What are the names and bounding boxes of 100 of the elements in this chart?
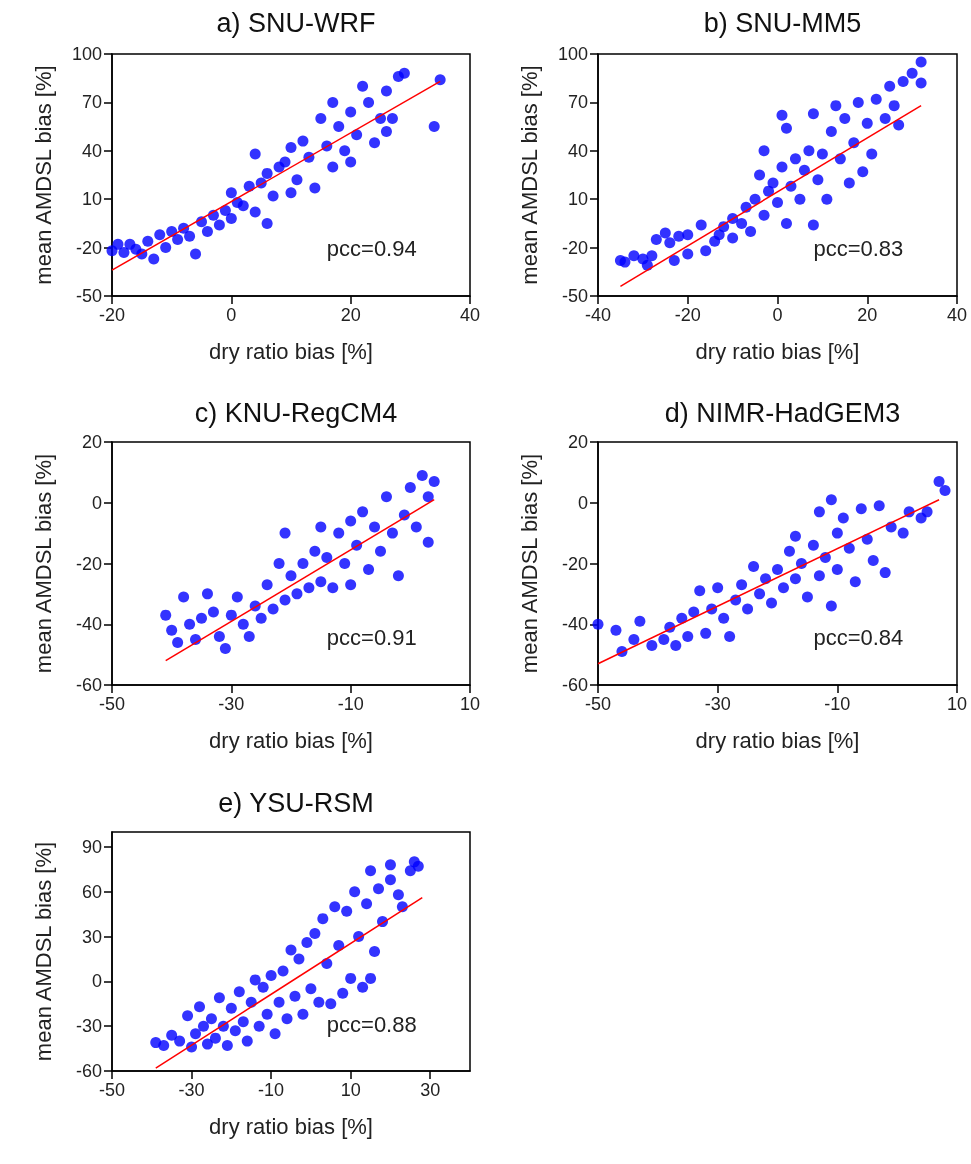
y-tick-label: 0 xyxy=(91,971,102,992)
point xyxy=(831,527,843,539)
y-tick-label: 100 xyxy=(71,44,102,64)
point xyxy=(207,606,219,618)
y-axis-title: mean AMDSL bias [%] xyxy=(30,841,56,1062)
point xyxy=(392,570,404,582)
x-tick-label: -10 xyxy=(337,694,364,714)
x-axis-title: dry ratio bias [%] xyxy=(695,727,860,753)
point xyxy=(422,491,434,503)
point xyxy=(321,551,333,563)
point xyxy=(658,633,670,645)
point xyxy=(801,591,813,603)
y-axis-title: mean AMDSL bias [%] xyxy=(516,65,542,285)
point xyxy=(225,213,237,225)
point xyxy=(861,533,873,545)
point xyxy=(676,612,688,624)
point xyxy=(670,640,682,652)
point xyxy=(718,612,730,624)
point xyxy=(333,121,345,133)
point xyxy=(357,80,369,92)
point xyxy=(279,594,291,606)
point xyxy=(279,156,291,168)
point xyxy=(375,545,386,557)
point xyxy=(148,253,160,265)
point xyxy=(380,85,392,97)
point xyxy=(422,536,434,548)
point xyxy=(386,527,398,539)
point xyxy=(261,217,273,229)
y-tick-label: -20 xyxy=(561,553,588,574)
point xyxy=(303,582,315,594)
point xyxy=(428,475,440,487)
x-tick-label: 20 xyxy=(340,305,361,325)
y-tick-label: 70 xyxy=(567,92,588,113)
point xyxy=(345,579,357,591)
point xyxy=(172,234,184,246)
x-tick-label: -20 xyxy=(674,305,701,325)
chart-title: d) NIMR-HadGEM3 xyxy=(664,397,901,428)
point xyxy=(398,67,410,79)
y-tick-label: -60 xyxy=(75,675,102,695)
point xyxy=(404,482,416,494)
point xyxy=(249,148,261,160)
point xyxy=(285,142,297,154)
y-tick-label: -60 xyxy=(75,1061,102,1081)
point xyxy=(315,576,327,588)
annotation: pcc=0.84 xyxy=(813,625,904,651)
point xyxy=(291,174,303,186)
y-tick-label: 10 xyxy=(81,189,102,210)
y-tick-label: 90 xyxy=(81,836,102,857)
point xyxy=(345,106,357,118)
point xyxy=(267,603,279,615)
point xyxy=(855,503,867,515)
point xyxy=(416,469,428,481)
point xyxy=(255,612,267,624)
point xyxy=(118,246,130,258)
x-tick-label: -30 xyxy=(218,694,245,714)
point xyxy=(873,500,885,512)
y-tick-label: 0 xyxy=(577,492,588,513)
point xyxy=(309,182,321,194)
point xyxy=(225,187,237,199)
point xyxy=(261,167,273,179)
point xyxy=(142,235,154,247)
x-tick-label: 0 xyxy=(772,305,783,325)
x-tick-label: 40 xyxy=(459,305,481,325)
y-axis-title: mean AMDSL bias [%] xyxy=(30,65,56,285)
point xyxy=(339,558,351,569)
x-tick-label: -30 xyxy=(178,1080,205,1100)
point xyxy=(309,545,321,557)
point xyxy=(807,539,819,551)
point xyxy=(112,238,124,250)
point xyxy=(213,630,225,642)
point xyxy=(184,230,196,242)
point xyxy=(237,618,249,630)
point xyxy=(939,485,951,497)
point xyxy=(712,582,724,594)
point xyxy=(345,156,357,168)
point xyxy=(219,643,231,655)
point xyxy=(813,506,825,518)
y-tick-label: -30 xyxy=(75,1016,102,1037)
point xyxy=(369,137,381,149)
y-tick-label: 40 xyxy=(81,140,102,161)
point xyxy=(154,229,166,241)
point xyxy=(897,527,909,539)
point xyxy=(434,74,446,86)
point xyxy=(190,248,202,260)
point xyxy=(410,521,422,533)
x-axis-title: dry ratio bias [%] xyxy=(209,1113,373,1139)
point xyxy=(285,570,297,582)
point xyxy=(628,633,640,645)
y-tick-label: 100 xyxy=(557,44,588,64)
point xyxy=(237,200,249,212)
y-tick-label: -50 xyxy=(75,286,102,306)
y-tick-label: 40 xyxy=(567,140,588,161)
x-tick-label: 20 xyxy=(857,305,878,325)
x-tick-label: -10 xyxy=(258,1080,285,1100)
point xyxy=(273,558,285,569)
point xyxy=(201,225,213,237)
point xyxy=(646,640,658,652)
point xyxy=(777,582,789,594)
point xyxy=(172,636,184,648)
point xyxy=(742,603,754,615)
